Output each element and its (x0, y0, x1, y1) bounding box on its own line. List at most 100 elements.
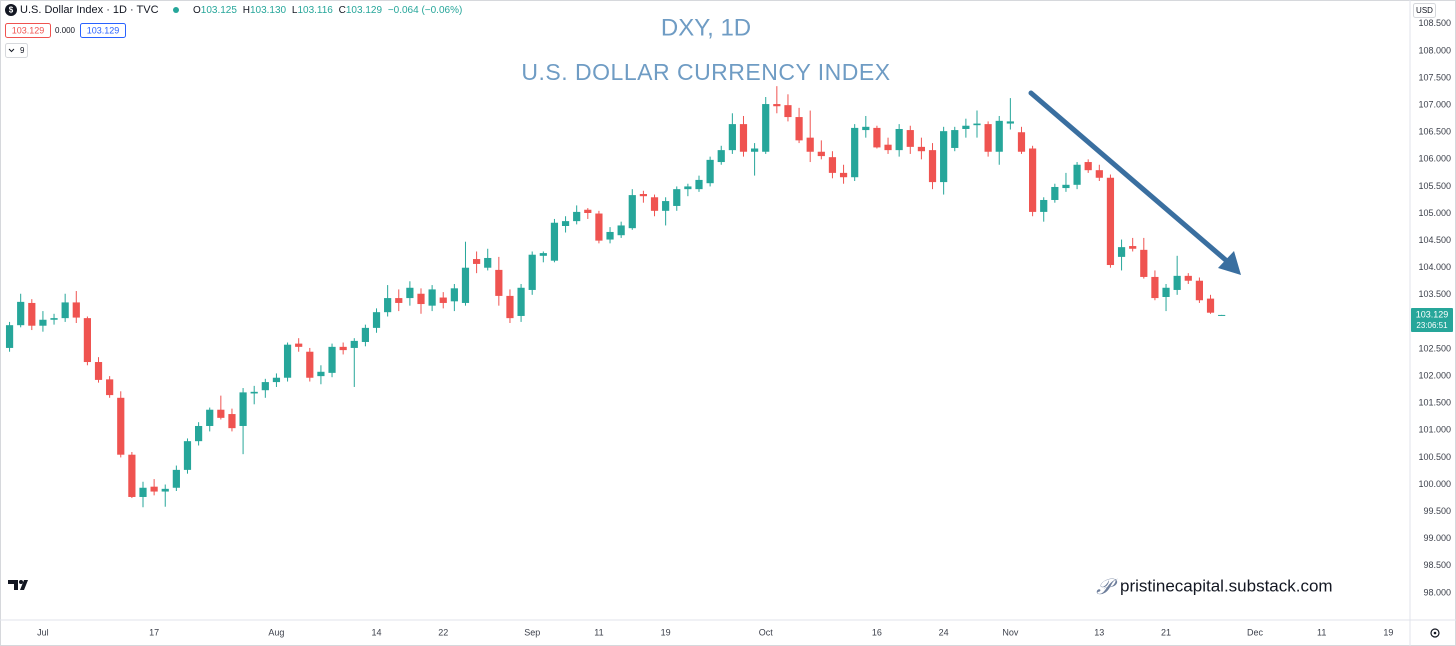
candle-body (1029, 148, 1037, 212)
ohlc-legend: O103.125 H103.130 L103.116 C103.129 −0.0… (193, 5, 462, 16)
settings-icon[interactable] (1430, 628, 1440, 638)
y-tick-label: 99.000 (1423, 533, 1451, 543)
candle-body (261, 382, 269, 391)
chart-title: DXY, 1D (661, 14, 751, 41)
sell-button[interactable] (5, 23, 51, 38)
x-tick-label: Jul (37, 627, 49, 637)
y-tick-label: 107.000 (1418, 100, 1451, 110)
currency: USD (1416, 6, 1433, 15)
candle-body (1173, 275, 1181, 290)
candle-body (739, 124, 748, 152)
logo-part (8, 580, 18, 590)
sell-price: 103.129 (12, 25, 45, 35)
candle-body (39, 319, 47, 326)
candle-body (417, 293, 425, 305)
x-tick-label: 14 (372, 627, 382, 637)
watermark: pristinecapital.substack.com (1120, 576, 1333, 595)
symbol-name[interactable]: U.S. Dollar Index · 1D · TVC (20, 4, 159, 16)
symbol-legend: $ U.S. Dollar Index · 1D · TVC O103.125 … (5, 4, 462, 58)
candle-body (1106, 177, 1115, 266)
candle-body (539, 253, 547, 256)
candle-body (28, 302, 36, 326)
x-tick-label: 17 (149, 627, 159, 637)
y-tick-label: 104.500 (1418, 235, 1451, 245)
candle-body (528, 254, 536, 290)
candle-body (717, 150, 725, 163)
currency-button[interactable] (1413, 3, 1436, 18)
candle-body (951, 130, 959, 148)
candle-body (128, 454, 136, 497)
y-tick-label: 102.000 (1418, 370, 1451, 380)
chevron-icon (8, 48, 15, 53)
candle-body (573, 211, 581, 222)
y-tick-label: 98.000 (1423, 587, 1451, 597)
tv-logo (8, 580, 28, 590)
y-tick-label: 102.500 (1418, 343, 1451, 353)
candle-body (406, 287, 414, 299)
candle-body (239, 392, 247, 426)
candle-body (272, 377, 281, 383)
candle-body (384, 298, 392, 313)
candle-body (517, 287, 525, 316)
y-tick-label: 108.000 (1418, 45, 1451, 55)
candle-body (1129, 246, 1137, 249)
y-tick-label: 108.500 (1418, 18, 1451, 28)
candle-body (506, 295, 514, 319)
candle-body (72, 302, 80, 318)
candle-body (106, 379, 114, 396)
candle-body (673, 189, 681, 206)
x-tick-label: 24 (939, 627, 949, 637)
candle-body (250, 391, 258, 394)
candle-body (350, 340, 358, 348)
candle-body (550, 222, 559, 261)
candle-body (1140, 249, 1148, 277)
y-tick-label: 100.500 (1418, 452, 1451, 462)
candle-body (61, 302, 69, 319)
y-tick-label: 104.000 (1418, 262, 1451, 272)
x-tick-label: Dec (1247, 627, 1264, 637)
candle-body (1040, 199, 1048, 212)
legend-value: 103.116 (297, 5, 333, 16)
logo-part (20, 580, 28, 590)
candle-body (339, 346, 347, 351)
indicators-toggle[interactable] (5, 43, 28, 58)
candle-body (1195, 280, 1203, 301)
candle-body (1006, 121, 1014, 124)
candle-body (706, 159, 714, 184)
bar-countdown: 23:06:51 (1416, 321, 1448, 330)
candle-body (206, 409, 214, 426)
candle-body (851, 127, 859, 178)
candle-body (773, 104, 781, 107)
candle-body (94, 362, 103, 380)
candle-body (606, 231, 614, 240)
candle-body (5, 325, 14, 348)
y-tick-label: 106.000 (1418, 154, 1451, 164)
trend-arrow-head (1218, 251, 1241, 275)
candle-body (595, 213, 603, 241)
candle-body (795, 117, 803, 141)
last-price-label (1411, 308, 1453, 332)
chart-subtitle: U.S. DOLLAR CURRENCY INDEX (521, 59, 890, 85)
candle-body (50, 318, 58, 320)
candle-body (372, 312, 381, 328)
candle-body (584, 209, 592, 213)
x-tick-label: 22 (438, 627, 448, 637)
settings-icon-center (1433, 631, 1437, 635)
candle-body (973, 123, 981, 126)
candle-body (751, 148, 759, 152)
candle-body (195, 425, 203, 442)
x-tick-label: 21 (1161, 627, 1171, 637)
candle-body (1184, 275, 1192, 281)
x-tick-label: Nov (1002, 627, 1019, 637)
buy-button[interactable] (80, 23, 126, 38)
candle-body (461, 267, 470, 303)
candle-body (172, 469, 180, 488)
legend-value: 103.130 (250, 5, 287, 16)
candle-body (83, 318, 91, 363)
x-tick-label: Oct (759, 627, 774, 637)
y-tick-label: 101.000 (1418, 425, 1451, 435)
candle-body (450, 288, 458, 302)
candle-body (662, 201, 670, 211)
y-tick-label: 107.500 (1418, 72, 1451, 82)
